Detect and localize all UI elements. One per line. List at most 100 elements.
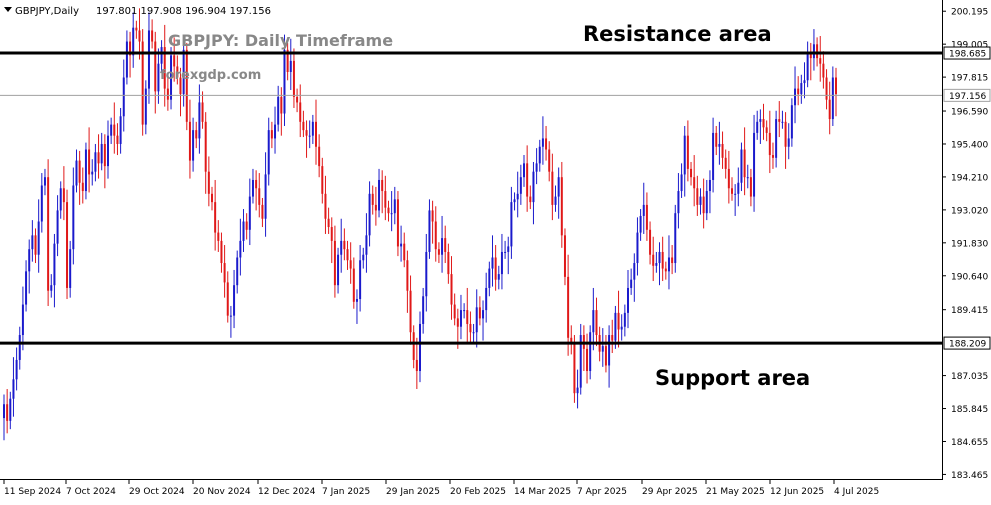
candle-body: [771, 155, 774, 158]
watermark: forexgdp.com: [160, 68, 261, 83]
candle-body: [72, 185, 75, 250]
candle: [185, 42, 188, 131]
candle-body: [292, 60, 295, 97]
candle: [504, 240, 507, 259]
candle-body: [132, 27, 135, 56]
candle: [343, 228, 346, 261]
candle-body: [715, 132, 718, 147]
candle-body: [378, 179, 381, 211]
candle-body: [289, 60, 292, 72]
y-tick-label: 184.655: [951, 438, 988, 448]
candle: [630, 268, 633, 295]
candle: [595, 297, 598, 347]
candle: [270, 121, 273, 149]
support-label: Support area: [655, 366, 810, 390]
y-tick-label: 185.845: [951, 405, 988, 415]
levels-layer: [0, 51, 942, 345]
candle-body: [352, 268, 355, 302]
candle: [66, 189, 69, 300]
candle-body: [176, 66, 179, 78]
candle: [154, 31, 157, 114]
candle-body: [239, 240, 242, 258]
candle-body: [59, 188, 62, 211]
candle-body: [746, 177, 749, 179]
candle-body: [384, 191, 387, 208]
candle: [419, 311, 421, 383]
candle: [812, 29, 815, 71]
candle-body: [374, 204, 377, 211]
candle-body: [778, 119, 781, 122]
candle: [718, 121, 721, 165]
dropdown-triangle-icon[interactable]: [4, 7, 12, 12]
candle: [349, 242, 352, 284]
x-tick-label: 20 Feb 2025: [450, 487, 506, 497]
candle: [690, 161, 693, 186]
candle-body: [40, 185, 43, 222]
candle: [645, 192, 648, 241]
candle: [207, 156, 210, 207]
candle: [447, 243, 450, 284]
candle-body: [674, 213, 677, 264]
candle-body: [551, 171, 554, 205]
candle: [712, 117, 715, 193]
candle: [179, 67, 182, 117]
price-tags-layer: 198.685 197.156 188.209: [943, 46, 991, 350]
candle-body: [50, 285, 53, 291]
candle: [734, 184, 737, 216]
candle-body: [510, 202, 513, 247]
candle: [59, 181, 62, 219]
candle-body: [529, 196, 532, 203]
candle: [258, 173, 261, 218]
y-tick-label: 196.590: [951, 108, 988, 118]
candle-body: [406, 260, 409, 291]
candle: [819, 35, 822, 82]
candle-body: [264, 174, 267, 219]
candle: [545, 125, 548, 161]
candle: [478, 296, 481, 326]
y-tick-label: 195.400: [951, 140, 988, 150]
candle-body: [220, 240, 223, 264]
candle: [790, 98, 793, 147]
candle: [604, 335, 607, 373]
candle: [390, 191, 393, 232]
candle-body: [403, 243, 406, 261]
candle: [229, 305, 232, 338]
candle: [699, 188, 702, 215]
candle: [412, 325, 415, 369]
candle: [84, 142, 87, 200]
candle-body: [258, 188, 261, 205]
candle: [103, 134, 106, 189]
candle-body: [652, 254, 655, 266]
x-tick-label: 12 Jun 2025: [770, 487, 824, 497]
y-ticks-layer: 200.195 199.005 197.815 196.590 195.400 194.2…: [942, 8, 988, 481]
candle-body: [283, 49, 286, 114]
candle: [296, 88, 299, 113]
candle-body: [825, 77, 828, 100]
candle: [459, 294, 462, 340]
candle-body: [441, 238, 444, 255]
candle: [803, 62, 806, 99]
candle-body: [188, 121, 191, 161]
candle: [620, 314, 623, 341]
candle-body: [623, 312, 626, 327]
candle-body: [233, 285, 236, 316]
candle: [415, 337, 418, 390]
candle: [198, 84, 201, 154]
candle-body: [251, 179, 254, 197]
axes-layer: [0, 0, 943, 480]
candle-body: [759, 119, 762, 122]
candle: [601, 328, 604, 367]
candle: [781, 110, 784, 129]
candle-body: [343, 240, 346, 250]
candle: [428, 199, 431, 259]
candle: [176, 55, 179, 85]
candle: [274, 106, 277, 154]
candle: [482, 300, 485, 341]
candle: [579, 323, 582, 395]
candle-body: [743, 149, 746, 178]
candle: [75, 149, 78, 193]
candle-body: [497, 274, 500, 280]
candle: [693, 155, 696, 207]
candle-body: [538, 146, 541, 164]
candle: [267, 117, 270, 186]
